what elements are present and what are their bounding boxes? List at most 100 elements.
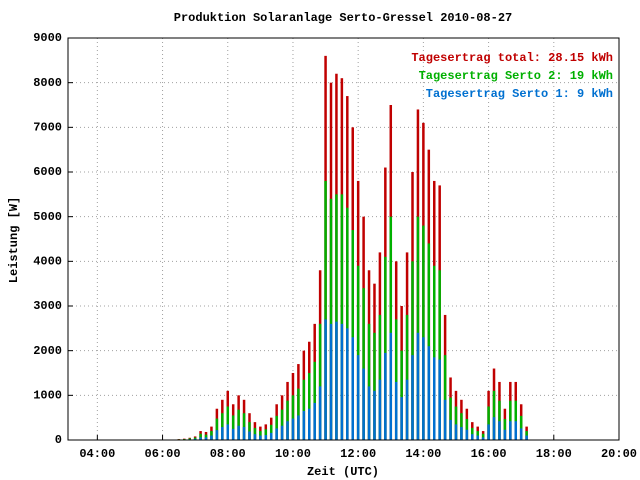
bar bbox=[237, 425, 240, 440]
y-tick-label: 2000 bbox=[33, 344, 62, 358]
x-tick-label: 14:00 bbox=[405, 447, 441, 461]
x-tick-label: 06:00 bbox=[145, 447, 181, 461]
bar bbox=[210, 435, 213, 440]
bar bbox=[411, 355, 414, 440]
bar bbox=[389, 216, 393, 440]
bar bbox=[449, 419, 452, 440]
bar bbox=[471, 434, 474, 440]
bar bbox=[193, 438, 197, 440]
bar bbox=[242, 427, 246, 440]
bar bbox=[269, 424, 273, 440]
bar bbox=[335, 194, 338, 440]
bar bbox=[318, 386, 322, 440]
bar bbox=[465, 429, 469, 440]
bar bbox=[188, 438, 191, 440]
x-tick-label: 10:00 bbox=[275, 447, 311, 461]
y-tick-label: 9000 bbox=[33, 31, 62, 45]
bar bbox=[242, 413, 246, 440]
bar bbox=[275, 428, 278, 440]
y-tick-label: 5000 bbox=[33, 210, 62, 224]
bar bbox=[443, 355, 447, 440]
bar bbox=[487, 424, 490, 440]
bar bbox=[422, 337, 425, 440]
x-axis-label: Zeit (UTC) bbox=[307, 465, 379, 479]
bar bbox=[297, 388, 300, 440]
bar bbox=[221, 413, 224, 440]
y-tick-label: 8000 bbox=[33, 76, 62, 90]
bar bbox=[481, 437, 485, 440]
bar bbox=[215, 418, 219, 440]
bar bbox=[378, 314, 382, 440]
bar bbox=[259, 435, 262, 440]
bar bbox=[308, 373, 311, 440]
bar bbox=[329, 198, 333, 440]
bar bbox=[204, 437, 208, 440]
y-tick-label: 1000 bbox=[33, 389, 62, 403]
bar bbox=[492, 390, 496, 440]
plot-frame bbox=[67, 37, 620, 441]
x-tick-label: 08:00 bbox=[210, 447, 246, 461]
bar bbox=[394, 319, 398, 440]
bar bbox=[471, 427, 474, 440]
bar bbox=[498, 421, 501, 440]
bar bbox=[324, 180, 327, 440]
bar bbox=[400, 397, 403, 440]
x-tick-label: 12:00 bbox=[340, 447, 376, 461]
x-tick-label: 20:00 bbox=[601, 447, 637, 461]
bar bbox=[286, 421, 289, 440]
y-axis-label: Leistung [W] bbox=[7, 197, 21, 283]
bar bbox=[291, 395, 295, 440]
bar bbox=[199, 437, 202, 440]
bar bbox=[275, 415, 278, 440]
bar bbox=[269, 432, 273, 440]
chart-title: Produktion Solaranlage Serto-Gressel 201… bbox=[174, 11, 512, 25]
legend-entry: Tagesertrag Serto 2: 19 kWh bbox=[419, 69, 613, 83]
bar bbox=[476, 435, 479, 440]
legend-entry: Tagesertrag Serto 1: 9 kWh bbox=[426, 87, 613, 101]
bar bbox=[427, 346, 431, 440]
bar bbox=[487, 406, 490, 440]
bar bbox=[324, 319, 327, 440]
bar bbox=[308, 408, 311, 440]
bar bbox=[346, 207, 349, 440]
y-tick-label: 4000 bbox=[33, 255, 62, 269]
x-tick-label: 18:00 bbox=[536, 447, 572, 461]
bar bbox=[373, 390, 376, 440]
bar bbox=[389, 332, 393, 440]
bar bbox=[465, 419, 469, 440]
y-tick-label: 7000 bbox=[33, 121, 62, 135]
bar bbox=[416, 332, 420, 440]
y-tick-label: 0 bbox=[55, 433, 62, 447]
bar bbox=[378, 379, 382, 440]
bar bbox=[231, 415, 235, 440]
bar bbox=[519, 415, 523, 440]
bar bbox=[215, 430, 219, 440]
bar bbox=[503, 429, 507, 440]
bar bbox=[264, 429, 268, 440]
bar bbox=[351, 337, 354, 440]
bar bbox=[356, 355, 360, 440]
bar bbox=[286, 400, 289, 440]
bar bbox=[438, 359, 441, 440]
bar bbox=[318, 323, 322, 440]
bar bbox=[248, 422, 251, 440]
bar bbox=[356, 265, 360, 440]
bar bbox=[329, 323, 333, 440]
bar bbox=[449, 397, 452, 440]
bar bbox=[264, 435, 268, 440]
bar bbox=[503, 419, 507, 440]
bar bbox=[498, 400, 501, 440]
bar bbox=[427, 243, 431, 440]
bar bbox=[438, 270, 441, 440]
bar bbox=[525, 435, 528, 440]
bar bbox=[346, 328, 349, 440]
bar bbox=[280, 425, 284, 440]
bar bbox=[384, 352, 387, 440]
bar bbox=[416, 216, 420, 440]
bar bbox=[231, 428, 235, 440]
bar bbox=[373, 332, 376, 440]
bar bbox=[335, 321, 338, 440]
bar bbox=[199, 433, 202, 440]
x-tick-label: 16:00 bbox=[471, 447, 507, 461]
